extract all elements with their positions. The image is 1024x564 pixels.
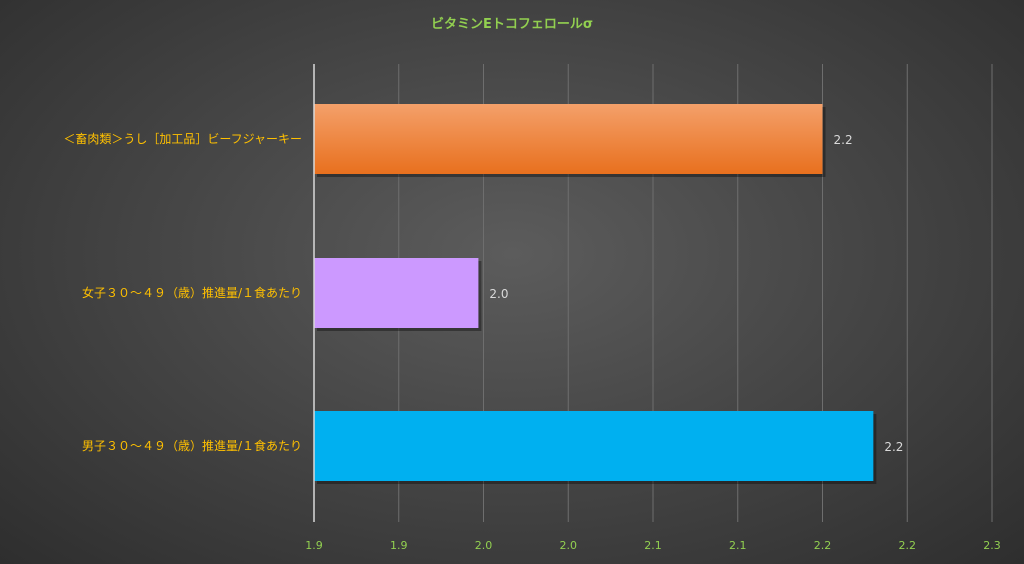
x-tick-label: 2.0	[560, 539, 578, 552]
x-tick-label: 2.2	[814, 539, 832, 552]
x-tick-label: 2.2	[899, 539, 917, 552]
x-tick-label: 1.9	[390, 539, 408, 552]
x-tick-labels: 1.9 1.9 2.0 2.0 2.1 2.1 2.2 2.2 2.3	[305, 539, 1001, 552]
x-tick-label: 2.0	[475, 539, 493, 552]
x-tick-label: 2.3	[983, 539, 1001, 552]
bar-2	[314, 258, 479, 328]
chart-title: ビタミンEトコフェロールσ	[431, 16, 593, 32]
category-labels: ＜畜肉類＞うし［加工品］ビーフジャーキー女子３０～４９（歳）推進量/１食あたり男…	[63, 131, 302, 453]
x-tick-label: 2.1	[644, 539, 662, 552]
category-label: 女子３０～４９（歳）推進量/１食あたり	[82, 285, 302, 300]
data-label: 2.2	[834, 133, 853, 147]
data-labels: 2.2 2.0 2.2	[489, 133, 903, 454]
data-label: 2.2	[884, 440, 903, 454]
data-label: 2.0	[489, 287, 508, 301]
category-label: ＜畜肉類＞うし［加工品］ビーフジャーキー	[63, 131, 302, 146]
bar-3	[314, 411, 874, 481]
x-tick-label: 2.1	[729, 539, 747, 552]
bars	[314, 104, 877, 484]
bar-1	[314, 104, 823, 174]
category-label: 男子３０～４９（歳）推進量/１食あたり	[82, 438, 302, 453]
x-tick-label: 1.9	[305, 539, 323, 552]
